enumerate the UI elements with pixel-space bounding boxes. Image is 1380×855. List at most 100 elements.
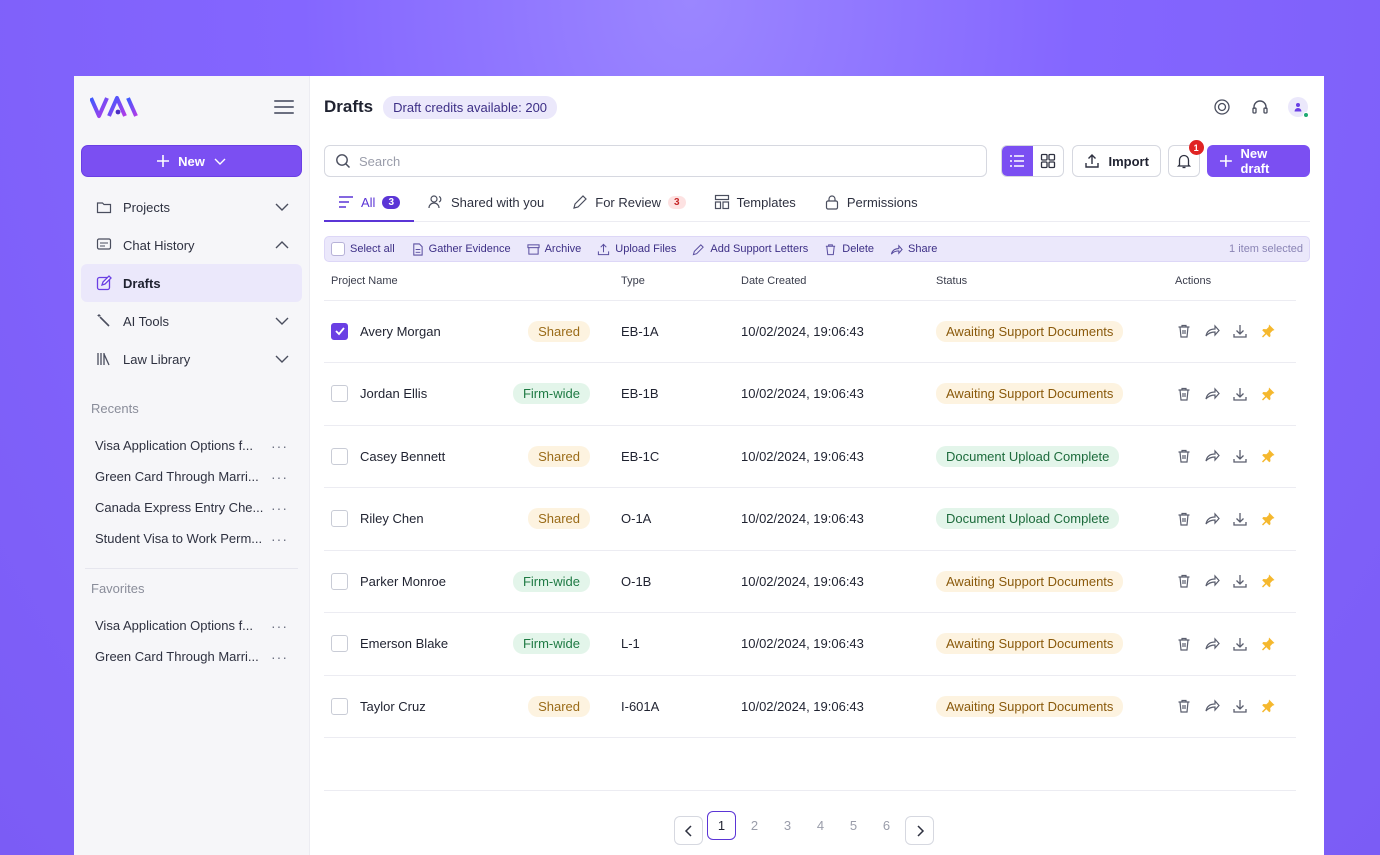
pin-icon[interactable] xyxy=(1259,572,1277,590)
column-header-type[interactable]: Type xyxy=(614,262,734,301)
pin-icon[interactable] xyxy=(1259,510,1277,528)
project-name[interactable]: Jordan Ellis xyxy=(360,386,428,402)
brand-logo[interactable] xyxy=(90,95,138,119)
project-name[interactable]: Parker Monroe xyxy=(360,573,446,589)
chevron-down-icon[interactable] xyxy=(274,313,290,329)
page-button-4[interactable]: 4 xyxy=(816,817,825,833)
new-draft-button[interactable]: New draft xyxy=(1206,145,1310,177)
recent-item[interactable]: Canada Express Entry Che... ··· xyxy=(81,492,302,523)
settings-icon[interactable] xyxy=(1212,97,1232,117)
table-row[interactable]: Casey Bennett Shared EB-1C 10/02/2024, 19:0… xyxy=(324,425,1296,488)
page-button-5[interactable]: 5 xyxy=(849,817,858,833)
table-row[interactable]: Avery Morgan Shared EB-1A 10/02/2024, 19:06… xyxy=(324,300,1296,363)
project-name[interactable]: Riley Chen xyxy=(360,511,424,527)
delete-button[interactable]: Delete xyxy=(824,243,874,256)
prev-page-button[interactable] xyxy=(674,816,703,845)
tab-permissions[interactable]: Permissions xyxy=(810,183,932,221)
pin-icon[interactable] xyxy=(1259,697,1277,715)
sidebar-item-drafts[interactable]: Drafts xyxy=(81,264,302,302)
chevron-up-icon[interactable] xyxy=(274,237,290,253)
download-icon[interactable] xyxy=(1231,510,1249,528)
page-button-6[interactable]: 6 xyxy=(882,817,891,833)
project-name[interactable]: Taylor Cruz xyxy=(360,698,426,714)
add-support-letters-button[interactable]: Add Support Letters xyxy=(692,243,808,256)
recent-item[interactable]: Green Card Through Marri... ··· xyxy=(81,461,302,492)
pin-icon[interactable] xyxy=(1259,635,1277,653)
page-button-3[interactable]: 3 xyxy=(783,817,792,833)
share-icon[interactable] xyxy=(1203,635,1221,653)
download-icon[interactable] xyxy=(1231,635,1249,653)
delete-icon[interactable] xyxy=(1175,635,1193,653)
tab-templates[interactable]: Templates xyxy=(700,183,810,221)
recent-item[interactable]: Student Visa to Work Perm... ··· xyxy=(81,523,302,554)
next-page-button[interactable] xyxy=(905,816,934,845)
project-name[interactable]: Emerson Blake xyxy=(360,636,449,652)
import-button[interactable]: Import xyxy=(1072,145,1161,177)
delete-icon[interactable] xyxy=(1175,510,1193,528)
share-button[interactable]: Share xyxy=(890,243,937,256)
project-name[interactable]: Avery Morgan xyxy=(360,323,441,339)
table-row[interactable]: Riley Chen Shared O-1A 10/02/2024, 19:06:43… xyxy=(324,487,1296,551)
new-button[interactable]: New xyxy=(81,145,302,177)
download-icon[interactable] xyxy=(1231,697,1249,715)
download-icon[interactable] xyxy=(1231,447,1249,465)
share-icon[interactable] xyxy=(1203,510,1221,528)
more-icon[interactable]: ··· xyxy=(271,499,288,516)
upload-files-button[interactable]: Upload Files xyxy=(597,243,676,256)
table-row[interactable]: Taylor Cruz Shared I-601A 10/02/2024, 19:06… xyxy=(324,675,1296,738)
delete-icon[interactable] xyxy=(1175,572,1193,590)
pin-icon[interactable] xyxy=(1259,322,1277,340)
pin-icon[interactable] xyxy=(1259,447,1277,465)
column-header-project-name[interactable]: Project Name xyxy=(324,262,614,301)
column-header-date-created[interactable]: Date Created xyxy=(734,262,929,301)
delete-icon[interactable] xyxy=(1175,322,1193,340)
more-icon[interactable]: ··· xyxy=(271,468,288,485)
table-row[interactable]: Emerson Blake Firm-wide L-1 10/02/2024, 19:… xyxy=(324,612,1296,676)
recent-item[interactable]: Visa Application Options f... ··· xyxy=(81,430,302,461)
favorite-item[interactable]: Visa Application Options f... ··· xyxy=(81,610,302,641)
table-row[interactable]: Jordan Ellis Firm-wide EB-1B 10/02/2024, 19… xyxy=(324,362,1296,426)
notifications-button[interactable]: 1 xyxy=(1167,140,1204,177)
more-icon[interactable]: ··· xyxy=(271,437,288,454)
tab-all[interactable]: All 3 xyxy=(324,183,415,222)
download-icon[interactable] xyxy=(1231,322,1249,340)
chevron-down-icon[interactable] xyxy=(274,351,290,367)
row-checkbox[interactable] xyxy=(331,635,348,653)
headset-icon[interactable] xyxy=(1250,97,1270,117)
more-icon[interactable]: ··· xyxy=(271,617,288,634)
share-icon[interactable] xyxy=(1203,697,1221,715)
chevron-down-icon[interactable] xyxy=(274,199,290,215)
more-icon[interactable]: ··· xyxy=(271,648,288,665)
download-icon[interactable] xyxy=(1231,385,1249,403)
archive-button[interactable]: Archive xyxy=(526,243,581,256)
project-name[interactable]: Casey Bennett xyxy=(360,448,446,464)
row-checkbox[interactable] xyxy=(331,322,348,340)
search-box[interactable] xyxy=(324,145,988,177)
more-icon[interactable]: ··· xyxy=(271,530,288,547)
pin-icon[interactable] xyxy=(1259,385,1277,403)
share-icon[interactable] xyxy=(1203,572,1221,590)
list-view-icon[interactable] xyxy=(1002,146,1033,176)
delete-icon[interactable] xyxy=(1175,385,1193,403)
checkbox[interactable] xyxy=(331,242,345,256)
row-checkbox[interactable] xyxy=(331,572,348,590)
row-checkbox[interactable] xyxy=(331,385,348,403)
tab-shared-with-you[interactable]: Shared with you xyxy=(414,183,558,221)
row-checkbox[interactable] xyxy=(331,697,348,715)
sidebar-item-chat-history[interactable]: Chat History xyxy=(81,226,302,264)
share-icon[interactable] xyxy=(1203,447,1221,465)
sidebar-item-projects[interactable]: Projects xyxy=(81,188,302,226)
sidebar-item-ai-tools[interactable]: AI Tools xyxy=(81,302,302,340)
delete-icon[interactable] xyxy=(1175,447,1193,465)
share-icon[interactable] xyxy=(1203,385,1221,403)
user-avatar[interactable] xyxy=(1288,97,1309,118)
table-row[interactable]: Parker Monroe Firm-wide O-1B 10/02/2024, 19… xyxy=(324,550,1296,613)
row-checkbox[interactable] xyxy=(331,510,348,528)
menu-toggle-icon[interactable] xyxy=(274,97,294,117)
sidebar-item-law-library[interactable]: Law Library xyxy=(81,340,302,378)
download-icon[interactable] xyxy=(1231,572,1249,590)
select-all-checkbox[interactable]: Select all xyxy=(331,242,395,256)
share-icon[interactable] xyxy=(1203,322,1221,340)
page-button-1[interactable]: 1 xyxy=(707,810,736,840)
favorite-item[interactable]: Green Card Through Marri... ··· xyxy=(81,641,302,672)
